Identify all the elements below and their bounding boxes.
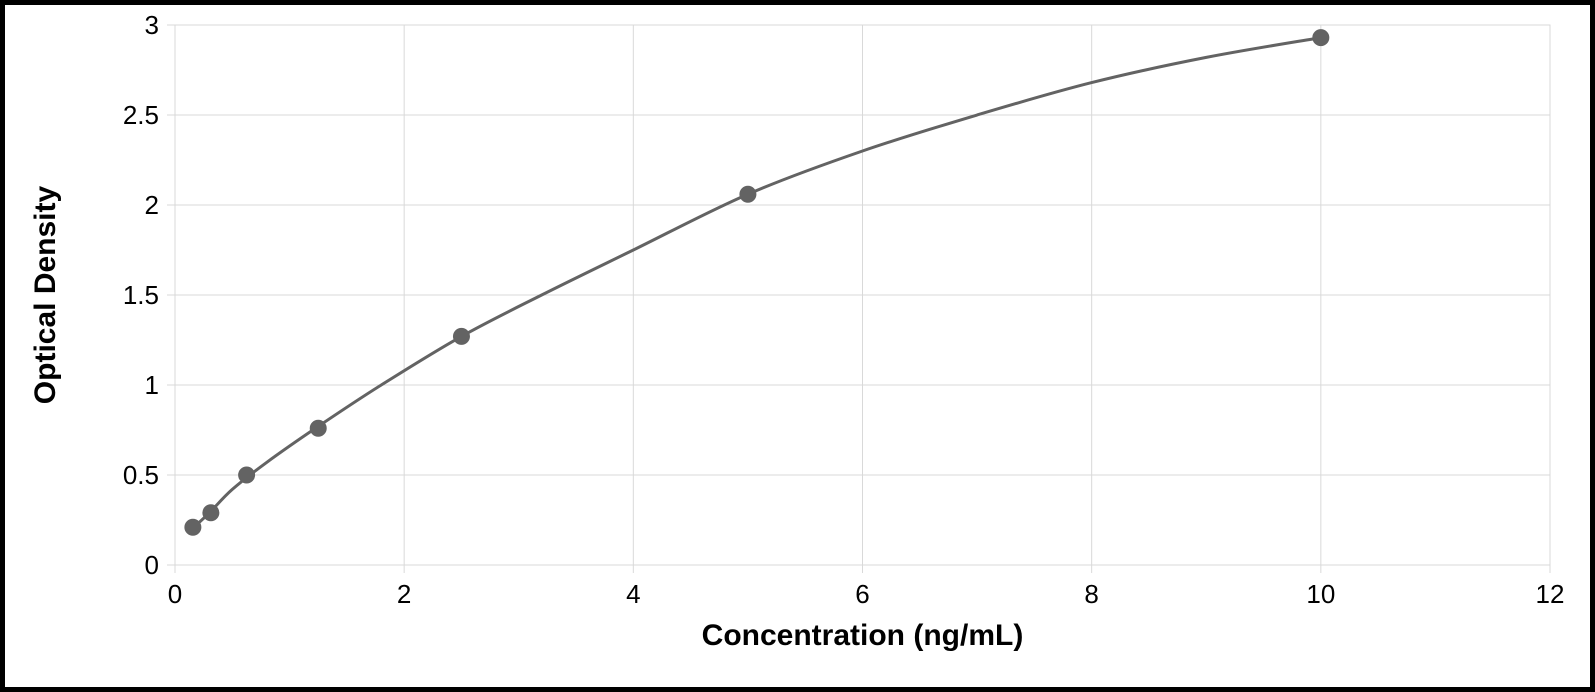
data-marker bbox=[203, 505, 219, 521]
chart-frame: 0 2 4 6 8 10 12 0 0.5 1 1.5 2 2.5 3 Concentration (ng/… bbox=[0, 0, 1595, 692]
data-marker bbox=[185, 519, 201, 535]
data-marker bbox=[740, 186, 756, 202]
y-tick-label: 0.5 bbox=[123, 460, 159, 490]
x-tick-label: 2 bbox=[397, 579, 411, 609]
x-axis-label: Concentration (ng/mL) bbox=[702, 619, 1024, 652]
chart-svg: 0 2 4 6 8 10 12 0 0.5 1 1.5 2 2.5 3 Concentration (ng/… bbox=[5, 5, 1590, 687]
data-marker bbox=[239, 467, 255, 483]
data-marker bbox=[1313, 30, 1329, 46]
x-tick-label: 0 bbox=[168, 579, 182, 609]
x-tick-label: 12 bbox=[1536, 579, 1565, 609]
y-tick-label: 3 bbox=[145, 10, 159, 40]
chart-background bbox=[5, 5, 1590, 687]
y-tick-label: 1 bbox=[145, 370, 159, 400]
y-tick-label: 0 bbox=[145, 550, 159, 580]
y-tick-label: 2 bbox=[145, 190, 159, 220]
data-marker bbox=[453, 328, 469, 344]
y-axis-label: Optical Density bbox=[29, 185, 62, 404]
x-tick-label: 4 bbox=[626, 579, 640, 609]
x-tick-label: 10 bbox=[1306, 579, 1335, 609]
x-tick-label: 8 bbox=[1084, 579, 1098, 609]
data-marker bbox=[310, 420, 326, 436]
x-tick-label: 6 bbox=[855, 579, 869, 609]
y-tick-label: 1.5 bbox=[123, 280, 159, 310]
y-tick-label: 2.5 bbox=[123, 100, 159, 130]
